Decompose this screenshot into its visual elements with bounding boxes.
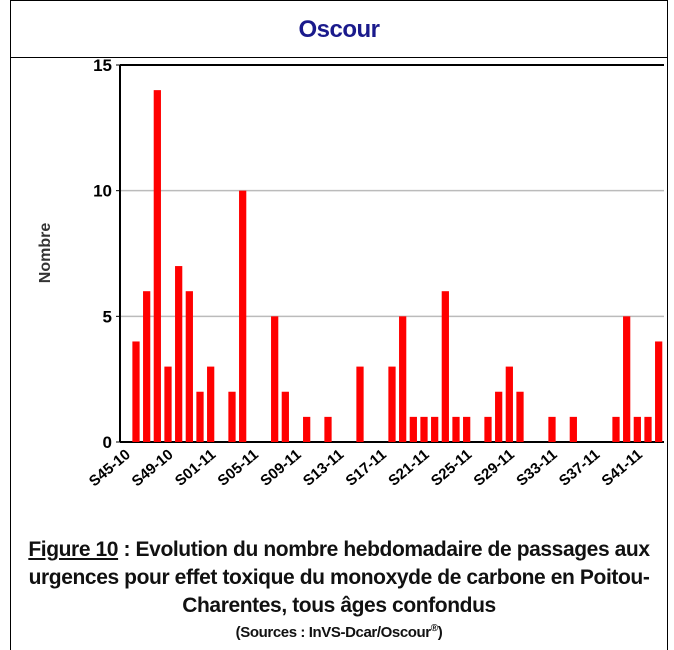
caption: Figure 10 : Evolution du nombre hebdomad…: [10, 536, 668, 642]
bar: [143, 291, 151, 442]
header-title: Oscour: [10, 0, 668, 58]
bar: [196, 391, 204, 442]
sources-end: ): [437, 624, 443, 641]
x-tick-label: S49-10: [129, 446, 177, 490]
x-tick-label: S45-10: [86, 446, 134, 490]
bar: [175, 266, 183, 442]
bar: [356, 366, 364, 442]
x-tick-label: S41-11: [599, 446, 646, 490]
y-tick-label: 10: [93, 182, 112, 201]
bar: [516, 391, 524, 442]
y-tick-label: 5: [103, 307, 112, 326]
figure-number: Figure 10: [28, 538, 119, 561]
sources: (Sources : InVS-Dcar/Oscour®): [10, 620, 668, 642]
bar: [228, 391, 236, 442]
x-tick-label: S13-11: [300, 446, 347, 490]
x-tick-label: S01-11: [172, 446, 219, 490]
bar: [271, 316, 279, 442]
x-tick-label: S33-11: [513, 446, 560, 490]
y-tick-label: 0: [103, 433, 112, 452]
bar: [463, 416, 471, 442]
chart: Nombre 0 5 10 15 S45-10S49-10S01-11S05-11S09…: [37, 56, 664, 490]
bar: [548, 416, 556, 442]
x-tick-label: S17-11: [343, 446, 390, 490]
y-tick-label: 15: [93, 56, 112, 75]
y-axis-label: Nombre: [37, 223, 54, 284]
bar: [495, 391, 503, 442]
bar: [505, 366, 513, 442]
x-tick-label: S37-11: [556, 446, 603, 490]
bar: [569, 416, 577, 442]
bar: [633, 416, 641, 442]
bar: [303, 416, 311, 442]
bar: [388, 366, 396, 442]
bar: [452, 416, 460, 442]
bar: [132, 341, 140, 442]
frame: [10, 0, 668, 650]
bar: [431, 416, 439, 442]
bar: [655, 341, 663, 442]
bar: [420, 416, 428, 442]
caption-text: : Evolution du nombre hebdomadaire de pa…: [28, 538, 650, 617]
bar: [153, 90, 161, 442]
bar: [399, 316, 407, 442]
x-tick-label: S25-11: [428, 446, 475, 490]
bar: [484, 416, 492, 442]
bar: [644, 416, 652, 442]
bar: [441, 291, 449, 442]
x-tick-label: S09-11: [257, 446, 304, 490]
x-tick-label: S21-11: [385, 446, 432, 490]
bar: [281, 391, 289, 442]
bar: [239, 190, 247, 442]
x-tick-label: S29-11: [471, 446, 518, 490]
bar: [324, 416, 332, 442]
bar: [623, 316, 631, 442]
sources-mark: ®: [430, 623, 438, 634]
sources-text: (Sources : InVS-Dcar/Oscour: [235, 624, 431, 641]
bar: [207, 366, 215, 442]
bar: [164, 366, 172, 442]
x-tick-label: S05-11: [215, 446, 262, 490]
bar: [185, 291, 193, 442]
bar: [612, 416, 620, 442]
bar: [409, 416, 417, 442]
